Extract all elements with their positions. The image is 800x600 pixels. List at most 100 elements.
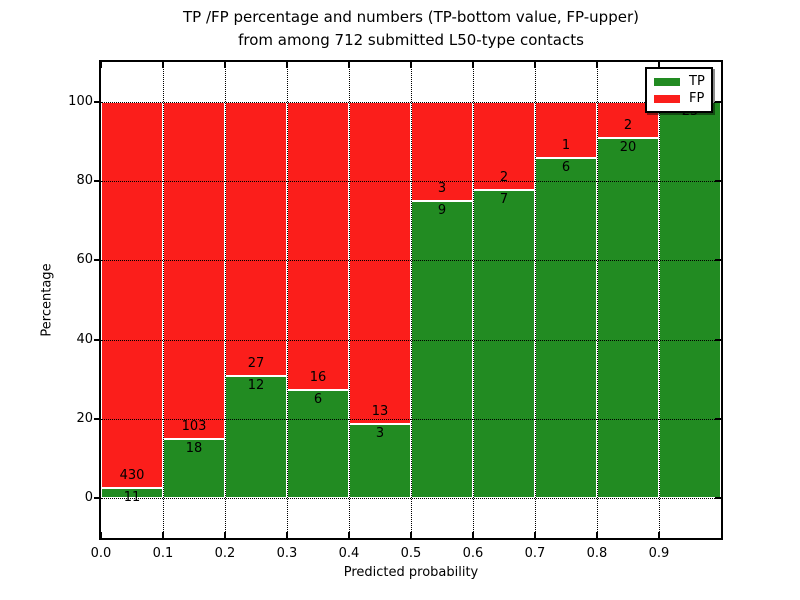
bar-tp-segment [225, 376, 287, 499]
x-tick-label: 0.7 [524, 546, 546, 561]
bar-tp-segment [349, 423, 411, 499]
x-tick-label: 0.2 [214, 546, 236, 561]
y-tick-label: 40 [76, 331, 93, 347]
bar-fp-segment [287, 101, 349, 391]
x-tick-label: 0.9 [648, 546, 670, 561]
y-tick-left [94, 338, 100, 341]
x-tick-label: 0.8 [586, 546, 608, 561]
bar-fp-segment [225, 101, 287, 377]
x-gridline [225, 62, 226, 538]
x-tick-bottom [534, 532, 536, 538]
bar-fp-segment [473, 101, 535, 190]
x-gridline [597, 62, 598, 538]
x-gridline [163, 62, 164, 538]
tp-count-label: 3 [375, 425, 385, 441]
tp-count-label: 9 [437, 202, 447, 218]
x-tick-label: 0.1 [152, 546, 174, 561]
x-tick-label: 0.3 [276, 546, 298, 561]
x-tick-bottom [658, 532, 660, 538]
y-tick-left [94, 418, 100, 420]
legend: TP FP [645, 67, 713, 113]
bar-tp-segment [473, 189, 535, 499]
legend-entry-tp: TP [647, 75, 711, 88]
x-tick-label: 0.6 [462, 546, 484, 561]
tp-count-label: 11 [123, 490, 141, 506]
bar-fp-segment [349, 101, 411, 424]
x-tick-label: 0.0 [90, 546, 112, 561]
bar-fp-segment [163, 101, 225, 440]
y-tick-left [94, 180, 100, 182]
x-gridline [349, 62, 350, 538]
fp-count-label: 103 [181, 419, 207, 435]
fp-count-label: 13 [371, 403, 389, 419]
x-gridline [535, 62, 536, 538]
y-tick-label: 80 [76, 173, 93, 188]
fp-count-label: 2 [499, 169, 509, 185]
x-tick-top [534, 62, 536, 68]
tp-count-label: 20 [619, 139, 637, 155]
y-tick-right [715, 100, 721, 103]
y-tick-right [715, 418, 721, 420]
bar-tp-segment [597, 137, 659, 499]
x-tick-label: 0.4 [338, 546, 360, 561]
y-tick-label: 0 [84, 490, 93, 506]
x-tick-bottom [410, 532, 412, 538]
plot-area: 4301110318271216613339271622025 [94, 60, 723, 540]
x-tick-top [596, 62, 598, 68]
fp-count-label: 1 [561, 138, 571, 154]
x-tick-top [224, 62, 226, 68]
y-tick-left [94, 100, 100, 103]
x-tick-top [162, 62, 164, 68]
y-tick-right [715, 259, 721, 262]
tp-color-swatch [654, 77, 680, 86]
bar-tp-segment [535, 158, 597, 499]
y-axis-label: Percentage [39, 263, 55, 337]
y-tick-label: 20 [76, 411, 93, 426]
y-tick-right [715, 180, 721, 182]
x-tick-bottom [596, 532, 598, 538]
x-tick-bottom [472, 532, 474, 538]
tp-count-label: 18 [185, 441, 203, 457]
y-tick-label: 100 [68, 93, 93, 109]
x-tick-bottom [224, 532, 226, 538]
x-axis-label: Predicted probability [343, 565, 479, 580]
tp-count-label: 12 [247, 378, 265, 394]
y-tick-right [715, 497, 721, 500]
x-tick-top [286, 62, 288, 68]
x-gridline [411, 62, 412, 538]
fp-count-label: 27 [247, 356, 265, 372]
bar-fp-segment [101, 101, 163, 489]
x-tick-bottom [162, 532, 164, 538]
chart-title-line2: from among 712 submitted L50-type contac… [238, 31, 584, 49]
fp-count-label: 16 [309, 370, 327, 386]
x-tick-bottom [100, 532, 102, 538]
x-tick-top [410, 62, 412, 68]
legend-label-fp: FP [689, 91, 705, 106]
bar-tp-segment [411, 200, 473, 499]
legend-label-tp: TP [689, 74, 705, 89]
legend-entry-fp: FP [647, 92, 711, 105]
y-tick-left [94, 259, 100, 262]
bar-tp-segment [659, 101, 721, 499]
tp-count-label: 6 [313, 392, 323, 408]
x-tick-top [348, 62, 350, 68]
x-gridline [473, 62, 474, 538]
bar-tp-segment [287, 390, 349, 499]
y-tick-left [94, 497, 100, 500]
x-tick-top [658, 62, 660, 68]
fp-count-label: 430 [119, 468, 145, 484]
tp-count-label: 6 [561, 160, 571, 176]
x-tick-top [472, 62, 474, 68]
x-tick-label: 0.5 [400, 546, 422, 561]
x-tick-top [100, 62, 102, 68]
fp-count-label: 3 [437, 180, 447, 196]
bar-fp-segment [535, 101, 597, 159]
y-tick-label: 60 [76, 252, 93, 268]
chart-title-line1: TP /FP percentage and numbers (TP-bottom… [183, 8, 639, 26]
x-tick-bottom [348, 532, 350, 538]
bar-fp-segment [411, 101, 473, 201]
fp-color-swatch [654, 94, 680, 103]
y-tick-right [715, 338, 721, 341]
fp-count-label: 2 [623, 117, 633, 133]
